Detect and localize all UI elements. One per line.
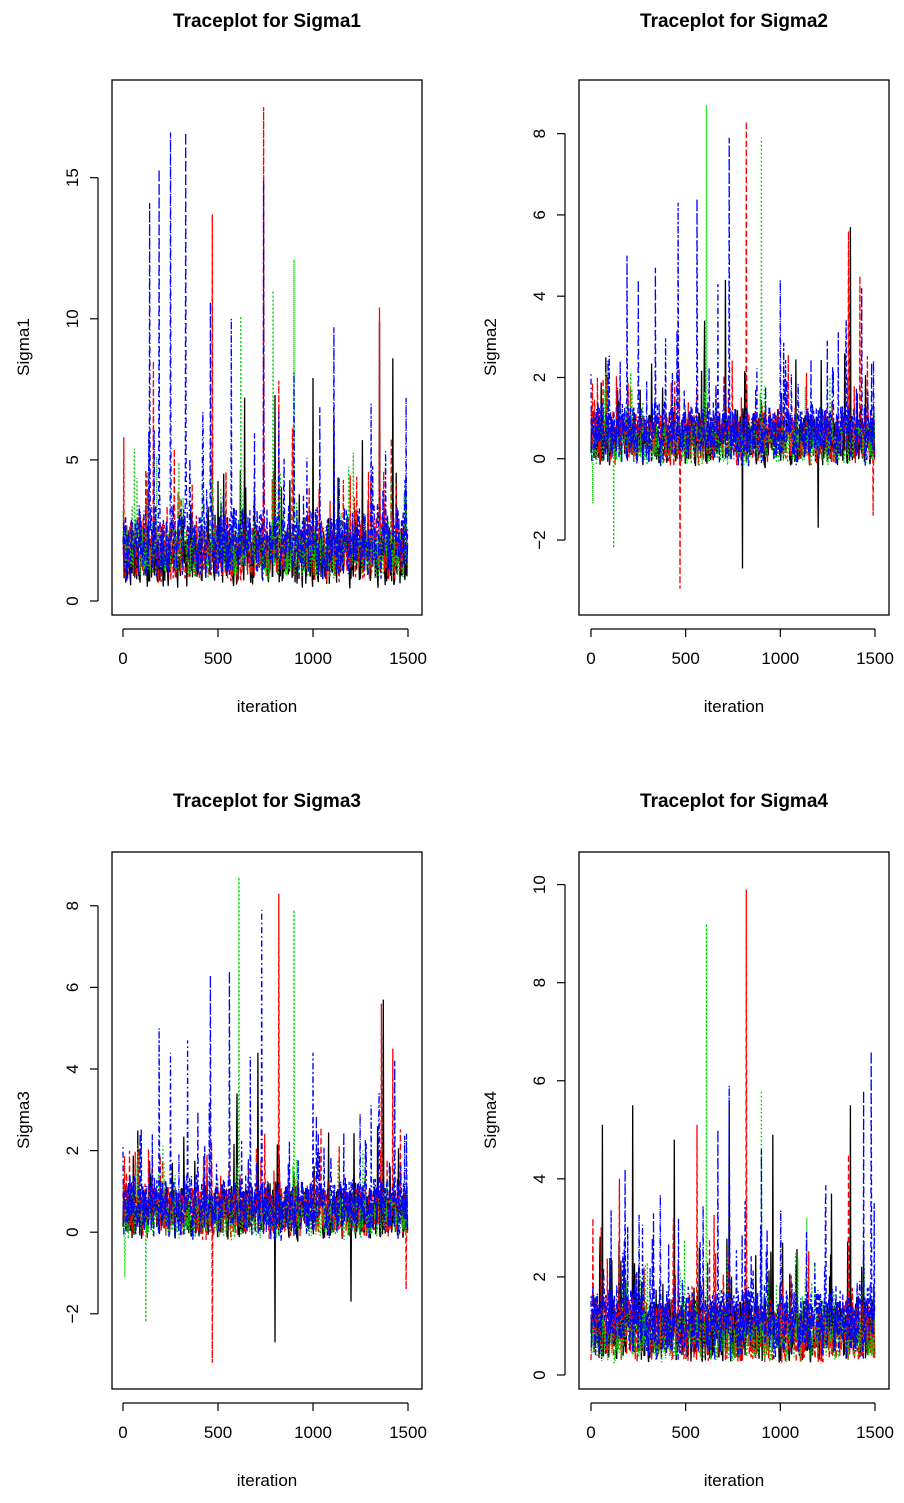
sigma1-series-layer	[122, 107, 409, 589]
x-axis-label: iteration	[704, 1471, 764, 1490]
x-tick-label: 0	[586, 649, 595, 668]
y-tick-label: 0	[530, 454, 549, 463]
series-dotdash-line	[122, 909, 409, 1242]
traceplot-sigma3: 0 500 1000 1500 −2 0 2 4 6 8 Traceplot for Sigma3…	[14, 791, 427, 1490]
y-tick-label: 10	[530, 875, 549, 894]
x-tick-label: 1500	[389, 1423, 427, 1442]
sigma4-series-layer	[590, 889, 876, 1364]
sigma1-axes: 0 500 1000 1500 0 5 10 15	[63, 168, 427, 668]
y-tick-label: 4	[530, 291, 549, 300]
y-tick-label: 0	[63, 1227, 82, 1236]
y-axis-label: Sigma4	[481, 1091, 500, 1149]
sigma3-axes: 0 500 1000 1500 −2 0 2 4 6 8	[63, 901, 427, 1442]
sigma2-axes: 0 500 1000 1500 −2 0 2 4 6 8	[530, 129, 894, 668]
y-tick-label: 6	[530, 210, 549, 219]
y-tick-label: 0	[530, 1370, 549, 1379]
y-tick-label: 8	[530, 978, 549, 987]
x-tick-label: 1000	[294, 1423, 332, 1442]
sigma2-series-layer	[590, 105, 876, 589]
plot-frame	[578, 79, 890, 616]
y-tick-label: 10	[63, 309, 82, 328]
y-tick-label: 4	[530, 1174, 549, 1183]
y-tick-label: −2	[530, 530, 549, 549]
y-tick-label: 8	[63, 901, 82, 910]
sigma3-series-layer	[122, 877, 409, 1363]
chart-title: Traceplot for Sigma3	[173, 791, 361, 812]
y-axis-label: Sigma2	[481, 318, 500, 376]
y-tick-label: 2	[530, 373, 549, 382]
x-axis-label: iteration	[237, 1471, 297, 1490]
y-tick-label: −2	[63, 1304, 82, 1323]
plot-frame	[111, 851, 423, 1390]
y-tick-label: 2	[63, 1146, 82, 1155]
x-axis-label: iteration	[237, 697, 297, 716]
x-tick-label: 0	[118, 1423, 127, 1442]
plot-frame	[111, 79, 423, 616]
y-axis-label: Sigma3	[14, 1091, 33, 1149]
x-tick-label: 500	[204, 1423, 232, 1442]
x-tick-label: 500	[204, 649, 232, 668]
y-tick-label: 0	[63, 596, 82, 605]
series-dotted-line	[590, 105, 876, 549]
y-tick-label: 5	[63, 455, 82, 464]
y-tick-label: 4	[63, 1064, 82, 1073]
x-tick-label: 0	[586, 1423, 595, 1442]
y-tick-label: 6	[530, 1076, 549, 1085]
y-tick-label: 2	[530, 1272, 549, 1281]
series-dotdash-line	[590, 1051, 876, 1361]
x-tick-label: 500	[671, 1423, 699, 1442]
series-dotted-line	[122, 877, 409, 1323]
sigma4-axes: 0 500 1000 1500 0 2 4 6 8 10	[530, 875, 894, 1442]
x-tick-label: 1500	[856, 649, 894, 668]
series-dotdash-line	[590, 137, 876, 468]
x-tick-label: 500	[671, 649, 699, 668]
traceplot-sigma4: 0 500 1000 1500 0 2 4 6 8 10 Traceplot for Sigma4…	[481, 791, 894, 1490]
x-tick-label: 1000	[294, 649, 332, 668]
traceplot-sigma2: 0 500 1000 1500 −2 0 2 4 6 8 Traceplot for Sigma2…	[481, 11, 894, 716]
x-axis-label: iteration	[704, 697, 764, 716]
chart-title: Traceplot for Sigma4	[640, 791, 828, 812]
series-dotted-line	[590, 923, 876, 1364]
y-tick-label: 6	[63, 983, 82, 992]
x-tick-label: 1000	[761, 649, 799, 668]
y-tick-label: 15	[63, 168, 82, 187]
chart-title: Traceplot for Sigma1	[173, 11, 361, 32]
y-tick-label: 8	[530, 129, 549, 138]
x-tick-label: 1500	[389, 649, 427, 668]
x-tick-label: 0	[118, 649, 127, 668]
x-tick-label: 1500	[856, 1423, 894, 1442]
series-dotdash-line	[122, 132, 409, 581]
y-axis-label: Sigma1	[14, 318, 33, 376]
chart-title: Traceplot for Sigma2	[640, 11, 828, 32]
x-tick-label: 1000	[761, 1423, 799, 1442]
plot-frame	[578, 851, 890, 1390]
